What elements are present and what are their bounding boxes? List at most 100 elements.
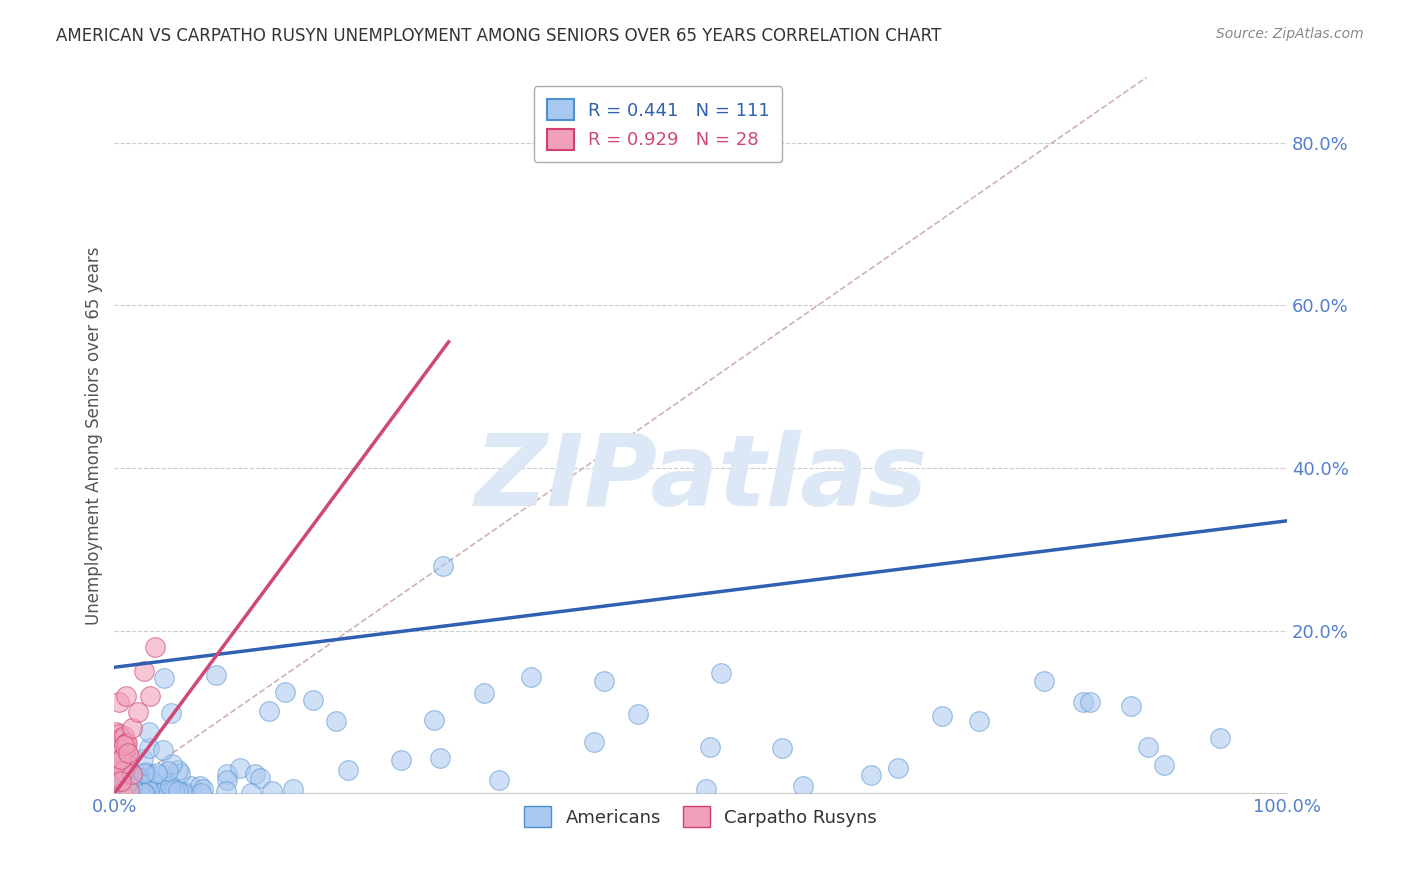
Point bbox=[143, 775, 166, 789]
Point bbox=[1032, 673, 1054, 688]
Point bbox=[129, 777, 152, 791]
Point bbox=[115, 771, 138, 785]
Point bbox=[128, 782, 150, 797]
Point bbox=[190, 786, 212, 800]
Point bbox=[172, 786, 194, 800]
Point bbox=[1119, 699, 1142, 714]
Point bbox=[134, 786, 156, 800]
Point bbox=[860, 768, 883, 782]
Point bbox=[429, 751, 451, 765]
Point bbox=[121, 772, 143, 787]
Point bbox=[138, 689, 160, 703]
Point bbox=[138, 725, 160, 739]
Point bbox=[118, 768, 141, 782]
Point bbox=[115, 757, 138, 772]
Point bbox=[131, 781, 153, 796]
Point bbox=[145, 640, 167, 654]
Point bbox=[107, 779, 129, 793]
Point bbox=[135, 765, 157, 780]
Point bbox=[145, 766, 167, 780]
Point bbox=[472, 686, 495, 700]
Point bbox=[115, 689, 138, 703]
Point bbox=[1078, 696, 1101, 710]
Point bbox=[110, 731, 132, 746]
Point bbox=[188, 779, 211, 793]
Point bbox=[118, 764, 141, 779]
Point bbox=[432, 558, 454, 573]
Point bbox=[112, 729, 135, 743]
Point bbox=[1153, 758, 1175, 772]
Point bbox=[180, 779, 202, 793]
Point bbox=[592, 674, 614, 689]
Point bbox=[114, 741, 136, 756]
Point bbox=[166, 763, 188, 777]
Point bbox=[162, 757, 184, 772]
Point bbox=[167, 784, 190, 798]
Point bbox=[163, 783, 186, 797]
Point bbox=[138, 741, 160, 756]
Point bbox=[770, 741, 793, 756]
Point bbox=[156, 777, 179, 791]
Legend: Americans, Carpatho Rusyns: Americans, Carpatho Rusyns bbox=[517, 799, 884, 834]
Point bbox=[138, 780, 160, 795]
Point bbox=[105, 725, 128, 739]
Point bbox=[204, 667, 226, 681]
Point bbox=[117, 746, 139, 760]
Point bbox=[127, 705, 149, 719]
Point bbox=[582, 734, 605, 748]
Point bbox=[931, 708, 953, 723]
Point bbox=[239, 786, 262, 800]
Point bbox=[121, 777, 143, 791]
Point bbox=[259, 704, 281, 718]
Point bbox=[283, 782, 305, 797]
Point bbox=[103, 784, 125, 798]
Point bbox=[423, 713, 446, 727]
Point bbox=[627, 706, 650, 721]
Point bbox=[273, 685, 295, 699]
Point bbox=[104, 756, 127, 770]
Point bbox=[110, 785, 132, 799]
Point bbox=[135, 767, 157, 781]
Point bbox=[131, 751, 153, 765]
Point bbox=[146, 779, 169, 793]
Point bbox=[104, 782, 127, 797]
Point bbox=[138, 783, 160, 797]
Point bbox=[121, 721, 143, 735]
Point bbox=[155, 780, 177, 794]
Point bbox=[125, 768, 148, 782]
Point bbox=[1071, 695, 1094, 709]
Point bbox=[260, 784, 283, 798]
Point bbox=[124, 785, 146, 799]
Text: ZIPatlas: ZIPatlas bbox=[474, 430, 928, 527]
Point bbox=[169, 765, 191, 780]
Point bbox=[121, 780, 143, 795]
Point bbox=[695, 781, 717, 796]
Point bbox=[301, 693, 323, 707]
Point bbox=[107, 760, 129, 774]
Point bbox=[108, 695, 131, 709]
Point bbox=[125, 769, 148, 783]
Point bbox=[105, 753, 128, 767]
Point bbox=[160, 706, 183, 721]
Point bbox=[114, 771, 136, 785]
Point bbox=[153, 671, 176, 685]
Point bbox=[118, 784, 141, 798]
Point bbox=[115, 735, 138, 749]
Point bbox=[115, 736, 138, 750]
Point bbox=[112, 764, 135, 778]
Point bbox=[112, 738, 135, 752]
Point bbox=[389, 753, 412, 767]
Text: Source: ZipAtlas.com: Source: ZipAtlas.com bbox=[1216, 27, 1364, 41]
Point bbox=[129, 786, 152, 800]
Y-axis label: Unemployment Among Seniors over 65 years: Unemployment Among Seniors over 65 years bbox=[86, 246, 103, 624]
Point bbox=[115, 776, 138, 790]
Point bbox=[107, 778, 129, 792]
Point bbox=[120, 772, 142, 787]
Point bbox=[191, 782, 214, 797]
Point bbox=[132, 784, 155, 798]
Point bbox=[249, 771, 271, 785]
Point bbox=[336, 764, 359, 778]
Point bbox=[325, 714, 347, 728]
Point bbox=[157, 764, 180, 778]
Point bbox=[1137, 739, 1160, 754]
